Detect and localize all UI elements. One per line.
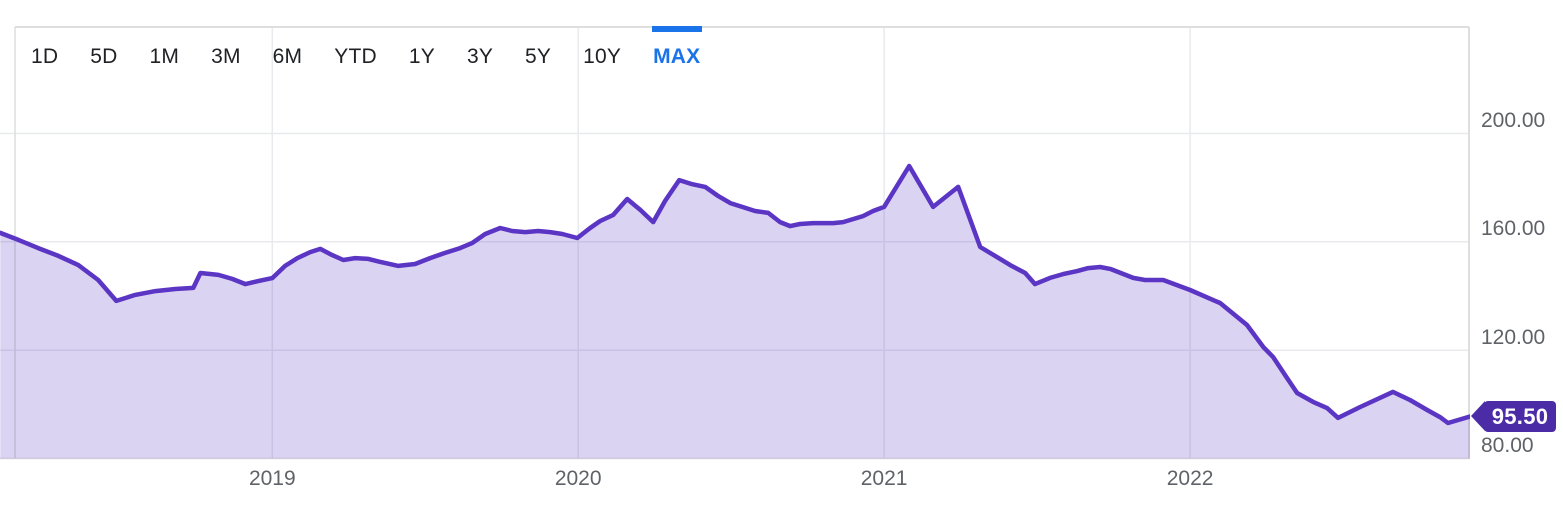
tab-max[interactable]: MAX bbox=[637, 27, 716, 87]
tab-ytd[interactable]: YTD bbox=[334, 45, 377, 68]
tab-1d[interactable]: 1D bbox=[31, 45, 59, 68]
y-axis-label: 160.00 bbox=[1481, 217, 1546, 241]
x-axis-label: 2020 bbox=[554, 467, 602, 490]
tab-3m[interactable]: 3M bbox=[211, 45, 241, 68]
tab-1m[interactable]: 1M bbox=[149, 45, 180, 68]
price-chart[interactable] bbox=[0, 0, 1473, 465]
tab-3y[interactable]: 3Y bbox=[466, 45, 494, 68]
tab-10y[interactable]: 10Y bbox=[583, 45, 622, 68]
x-axis-label: 2021 bbox=[860, 467, 908, 490]
tab-5y[interactable]: 5Y bbox=[525, 45, 552, 68]
y-axis-label: 200.00 bbox=[1481, 109, 1546, 132]
price-badge: 95.50 bbox=[1471, 401, 1556, 432]
x-axis-label: 2019 bbox=[248, 467, 296, 490]
price-badge-arrow-icon bbox=[1471, 401, 1485, 431]
tab-1y[interactable]: 1Y bbox=[408, 45, 435, 68]
x-axis-label: 2022 bbox=[1166, 467, 1214, 490]
y-axis-label: 80.00 bbox=[1481, 434, 1534, 457]
price-badge-value: 95.50 bbox=[1491, 403, 1549, 429]
time-range-tabbar: 1D 5D 1M 3M 6M YTD 1Y 3Y 5Y 10Y MAX bbox=[15, 27, 716, 87]
tab-5d[interactable]: 5D bbox=[90, 45, 118, 68]
y-axis-label: 120.00 bbox=[1481, 325, 1546, 349]
tab-6m[interactable]: 6M bbox=[272, 45, 303, 68]
